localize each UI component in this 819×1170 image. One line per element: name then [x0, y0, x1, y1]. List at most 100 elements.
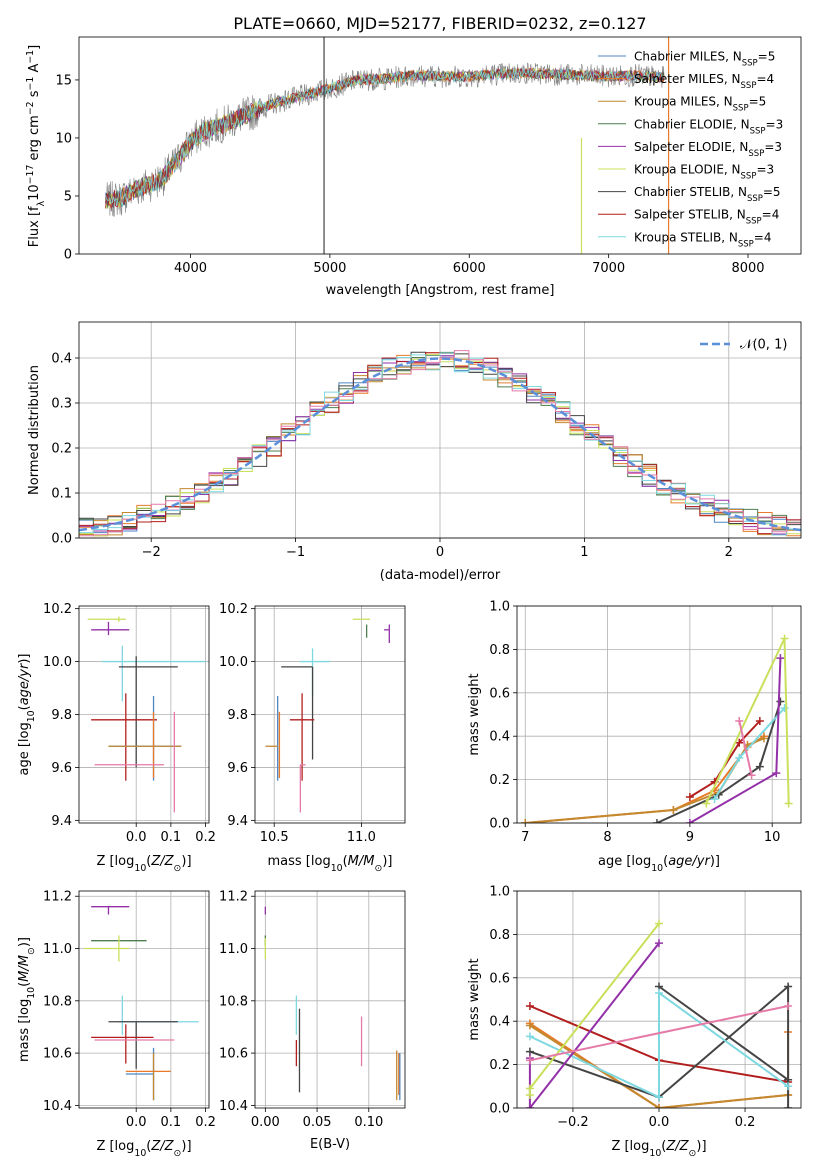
- age_vs_mass-xlabel-part: (: [343, 854, 348, 869]
- mass_weight_vs_age-ytick-label: 0.2: [489, 773, 510, 788]
- legend-label-count: =5: [758, 50, 776, 64]
- legend-label-count: =3: [764, 140, 782, 154]
- age_vs_Z-xlabel-part: 10: [134, 863, 146, 874]
- mass_weight_vs_Z-marker: [655, 988, 663, 997]
- mass_weight_vs_Z-xtick-label: 0.0: [649, 1115, 670, 1130]
- spectrum-xtick-label: 6000: [453, 261, 486, 276]
- mass_vs_ebv-ytick-label: 10.8: [219, 994, 248, 1009]
- mass_vs_Z-ytick-label: 10.8: [43, 994, 72, 1009]
- mass_vs_ebv-xtick-label: 0.05: [303, 1115, 332, 1130]
- mass_weight_vs_age-marker: [784, 799, 793, 808]
- legend-label-name: Chabrier STELIB, N: [634, 185, 747, 199]
- mass_vs_Z-frame: [78, 890, 210, 1109]
- mass_weight_vs_age-xlabel: age [log10(age/yr)]: [598, 854, 720, 874]
- mass_weight_vs_age-marker: [755, 717, 764, 726]
- mass_weight_vs_age-marker: [685, 792, 694, 801]
- mass_weight_vs_age-xtick-label: 7: [521, 830, 529, 845]
- mass_vs_ebv-grid: [255, 891, 405, 1108]
- mass_weight_vs_age-marker: [735, 753, 744, 762]
- mass_weight_vs_age-xlabel-part: age/yr: [668, 854, 711, 869]
- mass_weight_vs_age-marker: [702, 799, 711, 808]
- mass_weight_vs_Z-marker: [525, 1056, 534, 1065]
- mass_weight_vs_Z-marker: [525, 1032, 534, 1041]
- spectrum-ylabel-part: A: [27, 64, 42, 77]
- mass_vs_Z-xlabel-part: (: [146, 1139, 151, 1154]
- legend-label-name: Chabrier ELODIE, N: [634, 117, 750, 131]
- spectrum-ylabel-part: −1: [25, 50, 36, 64]
- legend-label: Chabrier MILES, NSSP=5: [634, 50, 775, 69]
- mass_weight_vs_age-ylabel: mass weight: [467, 673, 482, 755]
- mass_vs_ebv-ytick-label: 11.0: [219, 942, 248, 957]
- spectrum-plot-area: [105, 37, 670, 254]
- age_vs_Z-xlabel: Z [log10(Z/Z⊙)]: [96, 854, 191, 874]
- age_vs_Z-xlabel-part: Z/Z: [150, 854, 174, 869]
- spectrum-ylabel-part: −2: [25, 101, 36, 115]
- spectrum-xtick-label: 5000: [313, 261, 346, 276]
- mass_weight_vs_Z-xlabel-part: )]: [696, 1139, 706, 1154]
- residuals-ytick-label: 0.4: [51, 352, 72, 367]
- mass_weight_vs_age-ytick-label: 0.0: [489, 817, 510, 832]
- mass_weight_vs_age-series-line: [738, 720, 753, 776]
- mass_weight_vs_Z-marker: [784, 1082, 793, 1091]
- mass_vs_ebv-xtick-label: 0.10: [354, 1115, 383, 1130]
- age_vs_Z-xlabel-part: )]: [181, 854, 191, 869]
- age_vs_Z-xtick-label: 0.0: [126, 830, 147, 845]
- mass_weight_vs_Z-marker: [655, 1104, 663, 1108]
- mass_weight_vs_age-marker: [755, 762, 764, 771]
- spectrum-ytick-label: 0: [64, 248, 72, 263]
- mass_weight_vs_Z-marker: [525, 1021, 534, 1030]
- legend-label-sub: SSP: [747, 194, 763, 204]
- mass_vs_Z-xlabel-part: Z [log: [96, 1139, 134, 1154]
- spectrum-ytick-label: 5: [64, 189, 72, 204]
- age_vs_mass-xtick-label: 11.0: [347, 830, 376, 845]
- legend-label: Kroupa MILES, NSSP=5: [634, 95, 766, 114]
- mass_weight_vs_age-xlabel-part: age [log: [598, 854, 651, 869]
- mass_weight_vs_Z-xlabel-part: ⊙: [689, 1148, 697, 1159]
- mass_weight_vs_Z-marker: [655, 939, 663, 948]
- spectrum-panel: 4000 5000 6000 7000 8000 0 5 10 15 Chabrier MILES…: [25, 36, 802, 298]
- mass_weight_vs_age-grid: [517, 605, 801, 824]
- legend-label: Chabrier STELIB, NSSP=5: [634, 185, 781, 204]
- residual-histogram: [79, 350, 801, 537]
- spectrum-ylabel-part: λ: [36, 200, 47, 206]
- mass_weight_vs_Z-xlabel-part: 10: [649, 1148, 661, 1159]
- residuals-xtick-label: 2: [725, 545, 733, 560]
- residuals-xtick-label: −2: [142, 545, 161, 560]
- age_vs_mass-xlabel-part: )]: [382, 854, 392, 869]
- legend-label-name: Kroupa STELIB, N: [634, 230, 738, 244]
- mass_weight_vs_age-marker: [735, 717, 744, 726]
- mass_weight_vs_age-series-line: [705, 638, 790, 804]
- age_vs_mass-xtick-label: 10.5: [260, 830, 289, 845]
- spectrum-xtick-label: 8000: [731, 261, 764, 276]
- mass_vs_ebv-ytick-label: 10.4: [219, 1099, 248, 1114]
- mass_weight_vs_Z-series-line: [529, 984, 790, 1108]
- legend-label-count: =5: [763, 185, 781, 199]
- age_vs_Z-ylabel-part: 10: [26, 710, 37, 722]
- mass_weight_vs_age-xtick-label: 10: [764, 830, 781, 845]
- mass_vs_ebv-xtick-label: 0.00: [251, 1115, 280, 1130]
- mass_vs_Z-panel: 0.0 0.1 0.210.410.610.811.011.2Z [log10(Z/…: [17, 890, 216, 1159]
- mass_weight_vs_Z-series-line: [658, 985, 789, 1081]
- mass_weight_vs_age-marker: [780, 634, 789, 643]
- spectrum-model-line: [105, 68, 665, 207]
- legend-label: Kroupa ELODIE, NSSP=3: [634, 163, 774, 182]
- residuals-ytick-label: 0.0: [51, 532, 72, 547]
- residuals-frame: [78, 321, 802, 539]
- legend-label-name: Kroupa ELODIE, N: [634, 163, 741, 177]
- mass_vs_Z-ytick-label: 10.6: [43, 1047, 72, 1062]
- legend-label-name: Salpeter MILES, N: [634, 72, 741, 86]
- legend-label: Salpeter MILES, NSSP=4: [634, 72, 774, 91]
- mass_vs_Z-xtick-label: 0.1: [161, 1115, 182, 1130]
- legend-label-count: =4: [756, 72, 774, 86]
- mass_weight_vs_age-marker: [747, 771, 756, 780]
- age_vs_Z-grid: [79, 606, 209, 823]
- mass_weight_vs_age-series-line: [656, 701, 782, 823]
- mass_weight_vs_age-marker: [652, 819, 661, 823]
- legend-label: Chabrier ELODIE, NSSP=3: [634, 117, 783, 136]
- mass_weight_vs_Z-series-line: [528, 942, 660, 1108]
- mass_vs_ebv-frame: [254, 890, 406, 1109]
- age_vs_Z-xlabel-part: Z [log: [96, 854, 134, 869]
- mass_weight_vs_age-frame: [516, 605, 802, 824]
- mass_vs_Z-grid: [79, 891, 209, 1108]
- mass_vs_Z-xtick-label: 0.0: [126, 1115, 147, 1130]
